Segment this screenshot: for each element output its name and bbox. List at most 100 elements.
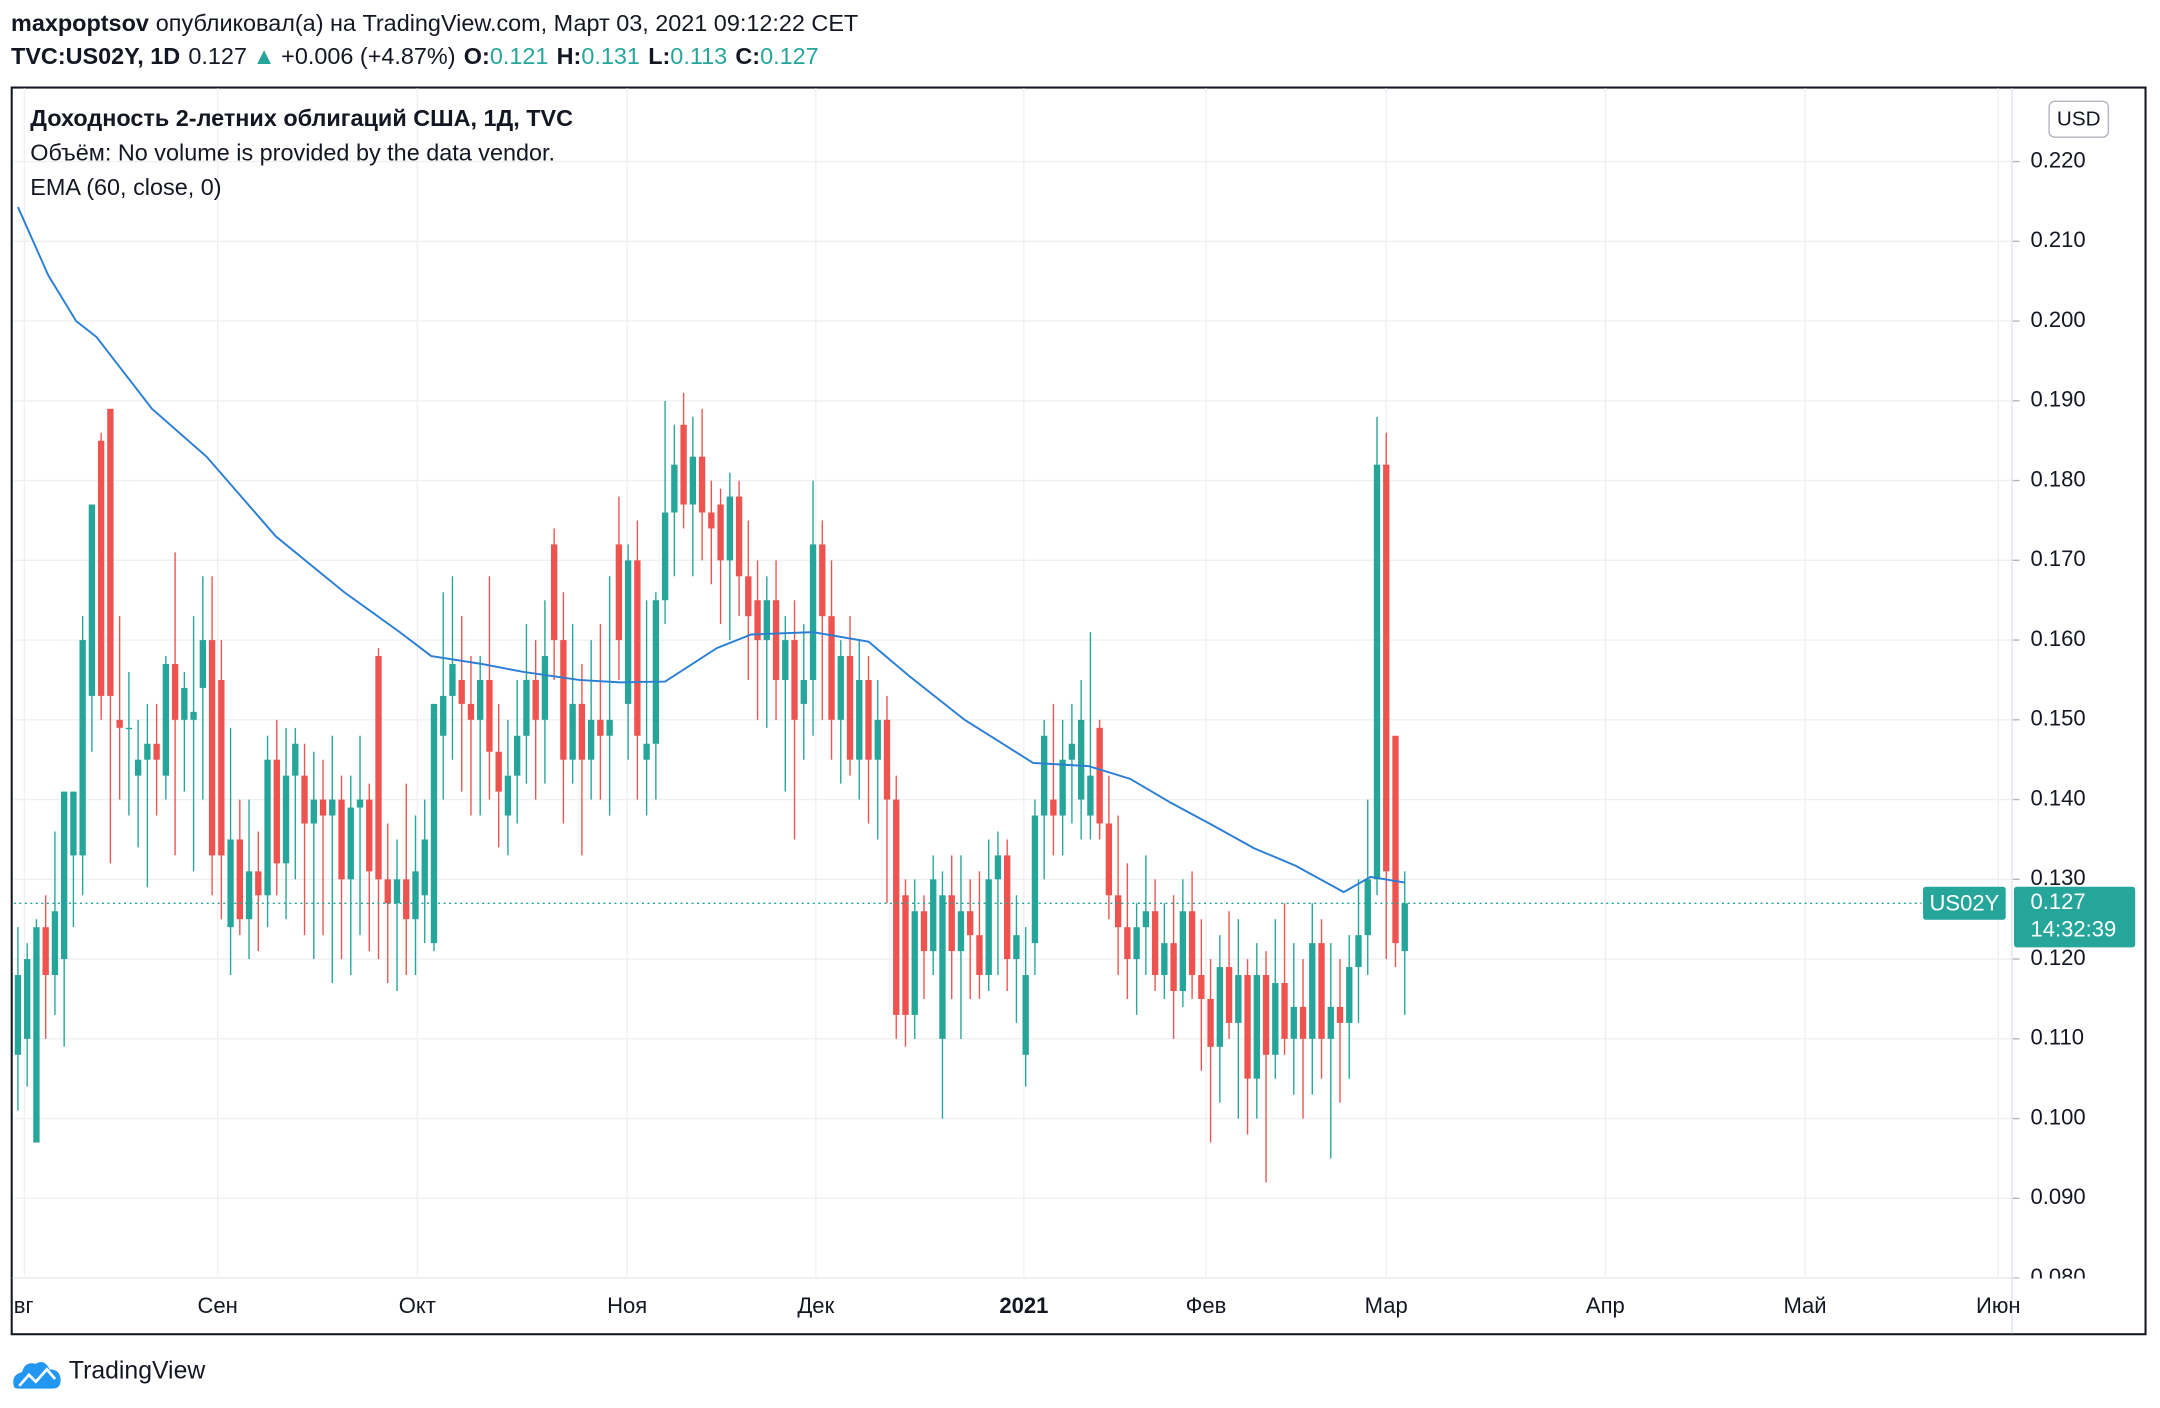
time-axis: вг Сен Окт Ноя Дек 2021 Фев Мар Апр Май Июн xyxy=(14,1293,2021,1318)
candle-body xyxy=(245,871,253,920)
candle-body xyxy=(772,600,780,680)
symbol: TVC:US02Y, 1D xyxy=(11,43,180,69)
candle-body xyxy=(70,791,77,856)
candle-body xyxy=(1383,464,1390,872)
candle-body xyxy=(560,640,567,760)
candle-body xyxy=(735,496,743,577)
x-tick-label: Дек xyxy=(797,1293,834,1318)
candle-body xyxy=(634,560,641,736)
candle-body xyxy=(1401,903,1408,952)
candle-body xyxy=(1299,1006,1307,1039)
grid xyxy=(13,88,2012,1279)
candle-body xyxy=(292,743,299,776)
candle-body xyxy=(819,544,826,617)
x-tick-label: Июн xyxy=(1976,1293,2021,1318)
candle-body xyxy=(865,679,872,760)
ohlc-key: H: xyxy=(557,43,582,69)
legend-ema[interactable]: EMA (60, close, 0) xyxy=(30,174,221,200)
candle-body xyxy=(1198,975,1205,999)
candle-body xyxy=(393,879,401,904)
candle-body xyxy=(1355,935,1362,968)
candle-body xyxy=(661,512,669,601)
candle-body xyxy=(930,879,937,952)
candle-body xyxy=(1346,967,1353,1023)
x-tick-label: Фев xyxy=(1186,1293,1227,1318)
candle-body xyxy=(79,640,86,856)
candle-body xyxy=(1392,735,1399,944)
footer-brand[interactable]: TradingView xyxy=(69,1358,205,1385)
candle-body xyxy=(550,544,558,641)
candle-body xyxy=(874,719,881,760)
ohlc-value: 0.127 xyxy=(760,43,819,69)
candle-body xyxy=(1105,823,1113,896)
candle-body xyxy=(199,640,207,688)
candle-body xyxy=(181,687,188,720)
price: 0.127 xyxy=(188,43,247,69)
ema-line xyxy=(17,206,1405,894)
candle-body xyxy=(680,424,687,505)
candle-body xyxy=(208,640,216,856)
y-tick-label: 0.160 xyxy=(2031,626,2086,651)
y-tick-label: 0.180 xyxy=(2031,466,2086,491)
candle-body xyxy=(920,911,928,952)
candle-body xyxy=(1004,855,1011,960)
candle-body xyxy=(587,719,595,760)
candle-body xyxy=(403,879,410,920)
candle-body xyxy=(171,664,179,720)
logo-line xyxy=(18,1367,57,1387)
author[interactable]: maxpoptsov xyxy=(11,10,149,36)
candle-body xyxy=(1068,743,1076,760)
candle-body xyxy=(338,799,345,880)
candle-body xyxy=(384,879,391,904)
candle-body xyxy=(754,600,761,641)
candle-body xyxy=(430,703,438,944)
y-tick-label: 0.110 xyxy=(2031,1025,2085,1050)
candle-body xyxy=(504,775,512,816)
candle-body xyxy=(1170,943,1177,991)
chart-frame xyxy=(10,86,2147,1336)
candle-body xyxy=(939,895,946,1039)
candle-body xyxy=(60,791,68,960)
last-price-tag: US02Y 0.127 14:32:39 xyxy=(1923,886,2136,948)
candle-body xyxy=(486,679,493,752)
candle-body xyxy=(578,703,586,760)
candle-body xyxy=(948,895,955,952)
candle-body xyxy=(514,735,521,776)
candle-body xyxy=(606,719,613,736)
x-tick-label: Апр xyxy=(1586,1293,1625,1318)
candle-body xyxy=(800,679,807,704)
candle-body xyxy=(1272,983,1279,1055)
ohlc-value: 0.131 xyxy=(581,43,640,69)
candle-body xyxy=(153,743,160,760)
candle-body xyxy=(717,504,724,561)
y-tick-label: 0.100 xyxy=(2031,1104,2086,1129)
currency-label: USD xyxy=(2057,107,2101,130)
candle-body xyxy=(791,640,798,720)
candle-body xyxy=(1290,1006,1297,1039)
ohlc-value: 0.113 xyxy=(670,43,727,69)
candle-body xyxy=(1050,799,1057,816)
candle-body xyxy=(893,799,900,1015)
candle-body xyxy=(42,927,49,976)
candle-body xyxy=(698,456,706,513)
candle-body xyxy=(319,799,327,816)
candle-body xyxy=(1373,464,1381,880)
candle-body xyxy=(236,839,243,920)
candle-body xyxy=(1262,975,1270,1055)
header-line-1: maxpoptsov опубликовал(а) на TradingView.… xyxy=(11,10,858,36)
candle-body xyxy=(976,935,983,976)
currency-badge[interactable] xyxy=(2048,100,2110,138)
header-line-2: TVC:US02Y, 1D 0.127 ▲ +0.006 (+4.87%) O:0.12… xyxy=(11,43,819,69)
candle-body xyxy=(1059,759,1066,816)
candle-body xyxy=(1281,983,1288,1039)
candle-body xyxy=(1327,1006,1334,1039)
candle-body xyxy=(763,600,770,641)
candle-body xyxy=(597,719,604,736)
candle-body xyxy=(1253,975,1260,1079)
x-tick-label: Ноя xyxy=(607,1293,647,1318)
candle-body xyxy=(643,743,650,760)
y-tick-label: 0.150 xyxy=(2031,706,2086,731)
x-tick-label: 2021 xyxy=(999,1293,1048,1318)
candle-body xyxy=(837,656,844,720)
candle-body xyxy=(1124,927,1131,960)
